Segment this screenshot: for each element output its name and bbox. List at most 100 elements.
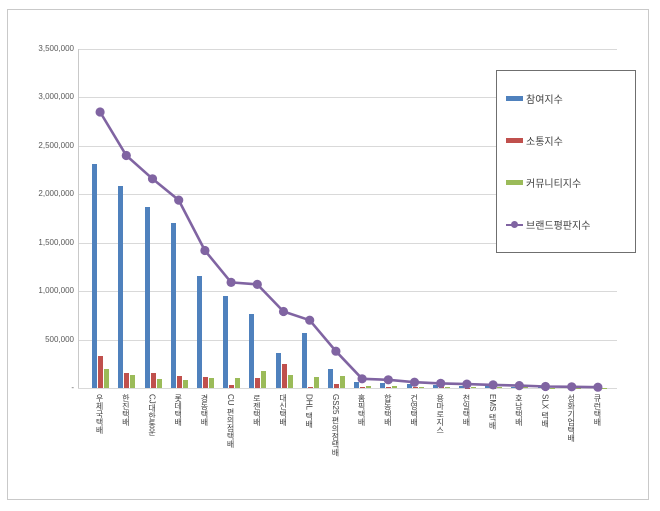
x-axis-category-label: 큐런택배 bbox=[592, 394, 602, 426]
legend-swatch-bar-blue bbox=[506, 95, 523, 101]
bar-소통지수-CJ대한통운 bbox=[150, 372, 156, 388]
x-axis-category-label: 홈픽택배 bbox=[357, 394, 367, 426]
x-axis-category-label: 천일택배 bbox=[461, 394, 471, 426]
bar-소통지수-CU 편의점택배 bbox=[229, 385, 235, 388]
line-marker-우체국택배 bbox=[95, 107, 105, 117]
bar-커뮤니티지수-용마로지스 bbox=[444, 387, 450, 388]
line-marker-한진택배 bbox=[121, 150, 131, 161]
line-marker-건영택배 bbox=[409, 377, 420, 387]
legend-label-brand-reputation-index: 브랜드평판지수 bbox=[526, 221, 591, 233]
x-axis-category-label: GS25 편의점택배 bbox=[330, 394, 340, 457]
line-marker-SLX 택배 bbox=[540, 381, 551, 392]
line-marker-DHL 택배 bbox=[305, 315, 315, 325]
x-axis-category-label: CJ대한통운 bbox=[147, 394, 157, 436]
bar-소통지수-롯데택배 bbox=[176, 375, 182, 388]
bar-커뮤니티지수-로젠택배 bbox=[261, 371, 267, 388]
bar-소통지수-GS25 편의점택배 bbox=[333, 384, 339, 388]
bar-소통지수-대신택배 bbox=[281, 363, 287, 388]
gridline bbox=[78, 291, 617, 293]
y-axis-tick-label: 1,500,000 bbox=[38, 237, 74, 247]
line-marker-성화기업택배 bbox=[567, 382, 577, 392]
y-axis-tick-label: 2,000,000 bbox=[38, 189, 74, 199]
bar-커뮤니티지수-천일택배 bbox=[470, 387, 476, 388]
gridline bbox=[78, 242, 617, 244]
line-marker-대신택배 bbox=[278, 306, 289, 317]
bar-참여지수-CJ대한통운 bbox=[144, 206, 150, 388]
legend-label-community-index: 커뮤니티지수 bbox=[526, 179, 582, 191]
bar-소통지수-로젠택배 bbox=[255, 378, 261, 388]
bar-참여지수-용마로지스 bbox=[432, 385, 438, 388]
x-axis-category-label: CU 편의점택배 bbox=[226, 394, 236, 448]
x-axis-category-label: 건영택배 bbox=[409, 394, 419, 426]
bar-참여지수-경동택배 bbox=[196, 275, 202, 388]
gridline bbox=[78, 145, 617, 147]
y-axis-tick-label: 1,000,000 bbox=[38, 286, 74, 296]
gridline bbox=[78, 194, 617, 196]
bar-커뮤니티지수-GS25 편의점택배 bbox=[339, 375, 345, 388]
bar-참여지수-천일택배 bbox=[458, 385, 464, 388]
legend-label-participation-index: 참여지수 bbox=[526, 94, 563, 106]
bar-참여지수-우체국택배 bbox=[92, 164, 98, 388]
bar-커뮤니티지수-건영택배 bbox=[418, 386, 424, 388]
legend-item-participation-index: 참여지수 bbox=[506, 91, 635, 106]
bar-참여지수-EMS 택배 bbox=[485, 386, 491, 388]
bar-참여지수-한진택배 bbox=[118, 185, 124, 388]
x-axis-category-label: 경동택배 bbox=[199, 394, 209, 426]
bar-참여지수-대신택배 bbox=[275, 353, 281, 388]
y-axis-tick-label: 3,500,000 bbox=[38, 44, 74, 53]
line-marker-경동택배 bbox=[200, 245, 210, 256]
line-marker-롯데택배 bbox=[174, 195, 184, 205]
bar-소통지수-경동택배 bbox=[202, 377, 208, 388]
legend-swatch-bar-red bbox=[506, 137, 523, 143]
x-axis-category-label: 로젠택배 bbox=[252, 394, 262, 426]
bar-참여지수-롯데택배 bbox=[170, 223, 176, 388]
legend-line-marker-icon bbox=[511, 221, 518, 229]
legend-item-community-index: 커뮤니티지수 bbox=[506, 175, 635, 190]
bar-참여지수-건영택배 bbox=[406, 384, 412, 388]
line-marker-용마로지스 bbox=[436, 378, 446, 388]
bar-커뮤니티지수-큐런택배 bbox=[601, 387, 607, 388]
line-marker-큐런택배 bbox=[593, 382, 603, 392]
line-marker-CJ대한통운 bbox=[147, 174, 158, 184]
x-axis-category-label: 우체국택배 bbox=[95, 394, 105, 434]
line-marker-합동택배 bbox=[383, 375, 393, 385]
bar-소통지수-홈픽택배 bbox=[360, 386, 366, 388]
y-axis-tick-label: 3,000,000 bbox=[38, 92, 74, 102]
x-axis-category-label: 한진택배 bbox=[121, 394, 131, 426]
bar-커뮤니티지수-CJ대한통운 bbox=[156, 378, 162, 388]
line-marker-CU 편의점택배 bbox=[226, 277, 236, 287]
line-marker-홈픽택배 bbox=[357, 374, 367, 384]
gridline bbox=[78, 339, 617, 341]
y-axis-tick-label: 2,500,000 bbox=[38, 140, 74, 150]
legend-label-communication-index: 소통지수 bbox=[526, 136, 563, 148]
bar-커뮤니티지수-롯데택배 bbox=[182, 380, 188, 388]
x-axis-category-label: DHL 택배 bbox=[304, 394, 314, 428]
bar-참여지수-호남택배 bbox=[511, 386, 517, 388]
y-axis-tick-label: - bbox=[71, 383, 74, 392]
x-axis-category-label: 롯데택배 bbox=[173, 394, 183, 426]
bar-커뮤니티지수-합동택배 bbox=[392, 386, 398, 388]
bar-참여지수-DHL 택배 bbox=[301, 332, 307, 388]
bar-커뮤니티지수-한진택배 bbox=[130, 374, 136, 388]
line-marker-천일택배 bbox=[462, 379, 472, 389]
bar-커뮤니티지수-우체국택배 bbox=[104, 368, 110, 388]
gridline bbox=[78, 97, 617, 99]
bar-참여지수-합동택배 bbox=[380, 383, 386, 388]
bar-커뮤니티지수-EMS 택배 bbox=[497, 386, 503, 388]
x-axis-category-label: 성화기업택배 bbox=[566, 394, 576, 442]
line-marker-EMS 택배 bbox=[488, 380, 498, 390]
bar-참여지수-로젠택배 bbox=[249, 314, 255, 388]
bar-소통지수-한진택배 bbox=[124, 373, 130, 388]
x-axis-category-label: SLX 택배 bbox=[540, 394, 550, 428]
bar-커뮤니티지수-경동택배 bbox=[208, 378, 214, 388]
chart-legend: 참여지수 소통지수 커뮤니티지수 브랜드평판지수 bbox=[496, 70, 636, 253]
x-axis-category-label: EMS 택배 bbox=[488, 394, 498, 430]
legend-swatch-bar-green bbox=[506, 180, 523, 186]
x-axis-category-label: 호남택배 bbox=[514, 394, 524, 426]
bar-커뮤니티지수-홈픽택배 bbox=[366, 386, 372, 388]
bar-커뮤니티지수-대신택배 bbox=[287, 375, 293, 388]
line-marker-호남택배 bbox=[514, 381, 524, 391]
bar-커뮤니티지수-DHL 택배 bbox=[313, 377, 319, 388]
